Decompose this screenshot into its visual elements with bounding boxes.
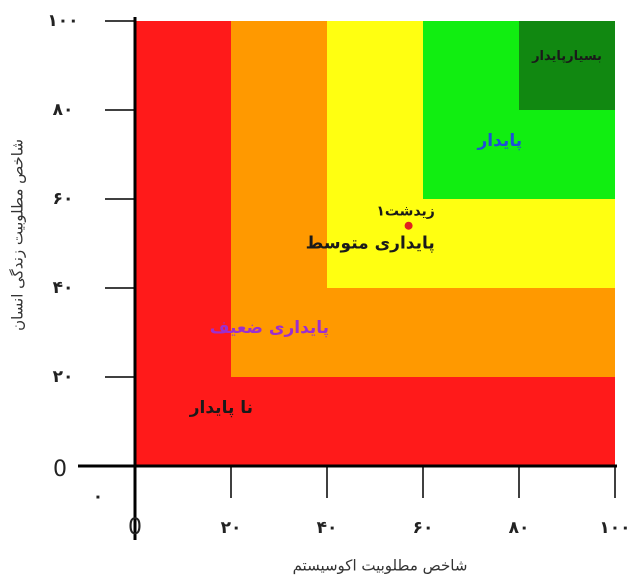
y-tick-label-5: ۱۰۰: [47, 11, 78, 31]
ticks-layer: 0 ۲۰ ۴۰ ۶۰ ۸۰ ۱۰۰ 0 ۲۰ ۴۰ ۶۰ ۸۰ ۱۰۰ ۰: [47, 11, 628, 540]
y-tick-label-2: ۴۰: [53, 278, 74, 298]
axes-layer: [78, 17, 617, 540]
x-tick-label-3: ۶۰: [413, 518, 434, 538]
y-tick-label-4: ۸۰: [53, 100, 74, 120]
origin-label: ۰: [93, 487, 103, 507]
points-layer: زیدشت۱: [376, 204, 435, 230]
x-tick-label-5: ۱۰۰: [599, 518, 628, 538]
data-point-0: [404, 221, 413, 230]
x-tick-label-0: 0: [128, 515, 142, 540]
y-tick-label-0: 0: [53, 457, 67, 482]
zone-label-1: پایداری ضعیف: [210, 318, 329, 338]
y-tick-label-3: ۶۰: [53, 189, 74, 209]
y-axis-title: شاخص مطلوبیت زندگی انسان: [9, 139, 27, 331]
zones-layer: [135, 21, 615, 466]
x-axis-title: شاخص مطلوبیت اکوسیستم: [293, 557, 468, 575]
zone-4: [519, 21, 615, 110]
zone-label-2: پایداری متوسط: [306, 234, 435, 254]
x-tick-label-2: ۴۰: [317, 518, 338, 538]
x-tick-label-1: ۲۰: [221, 518, 242, 538]
zone-label-0: نا پایدار: [189, 398, 253, 418]
zone-label-4: بسیارپایدار: [531, 49, 602, 64]
y-tick-label-1: ۲۰: [53, 367, 74, 387]
labels-layer: نا پایدار پایداری ضعیف پایداری متوسط پایدار…: [9, 49, 602, 574]
data-point-label-0: زیدشت۱: [376, 204, 435, 220]
x-tick-label-4: ۸۰: [509, 518, 530, 538]
zone-label-3: پایدار: [477, 131, 523, 151]
